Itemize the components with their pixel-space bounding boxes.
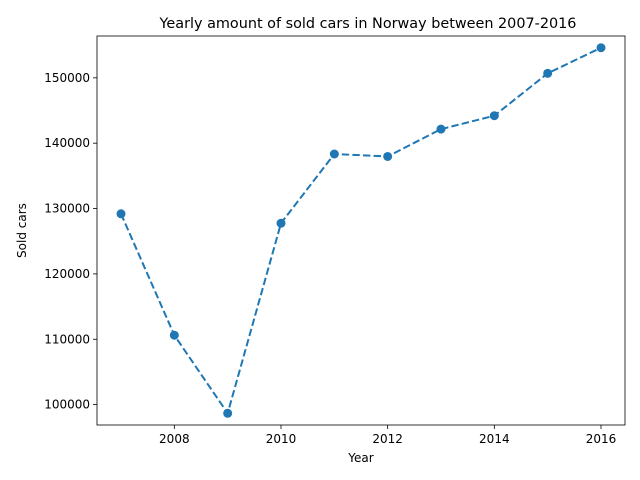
data-point <box>596 43 606 53</box>
chart-title: Yearly amount of sold cars in Norway bet… <box>159 16 577 32</box>
x-axis-label: Year <box>347 451 373 465</box>
data-point <box>276 218 286 228</box>
y-tick-label: 150000 <box>44 71 90 85</box>
data-point <box>116 209 126 219</box>
series-line <box>120 46 602 415</box>
x-tick-label: 2016 <box>586 432 617 446</box>
y-axis-label: Sold cars <box>15 203 29 258</box>
data-point <box>329 149 339 159</box>
x-tick-label: 2010 <box>266 432 297 446</box>
data-point <box>543 68 553 78</box>
y-tick-label: 100000 <box>44 398 90 412</box>
data-point <box>489 111 499 121</box>
x-tick-label: 2014 <box>479 432 510 446</box>
x-tick-label: 2012 <box>372 432 403 446</box>
y-tick-label: 120000 <box>44 267 90 281</box>
data-point <box>383 151 393 161</box>
x-tick-label: 2008 <box>159 432 190 446</box>
y-tick-label: 140000 <box>44 136 90 150</box>
y-tick-label: 110000 <box>44 332 90 346</box>
axes-frame <box>96 35 626 426</box>
data-point <box>223 408 233 418</box>
y-tick-label: 130000 <box>44 202 90 216</box>
data-point <box>169 330 179 340</box>
data-point <box>436 124 446 134</box>
